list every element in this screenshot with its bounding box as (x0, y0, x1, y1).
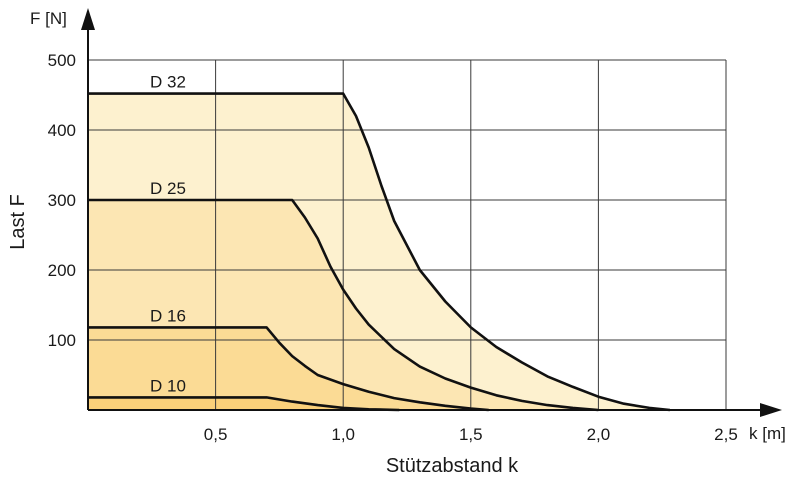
tick-labels: 0,5 1,0 1,5 2,0 2,5 100 200 300 400 500 (48, 51, 738, 444)
y-tick-label: 100 (48, 331, 76, 350)
y-tick-label: 400 (48, 121, 76, 140)
series-label-1: D 25 (150, 179, 186, 198)
x-tick-label: 2,5 (714, 425, 738, 444)
y-tick-label: 300 (48, 191, 76, 210)
series-label-0: D 32 (150, 73, 186, 92)
series-curve-2 (88, 326, 489, 412)
x-tick-label: 1,5 (459, 425, 483, 444)
x-unit-label: k [m] (749, 424, 786, 443)
grid-lines (88, 59, 727, 410)
series-area-2 (88, 327, 489, 410)
series-label-3: D 10 (150, 376, 186, 395)
x-tick-label: 1,0 (331, 425, 355, 444)
x-tick-label: 2,0 (587, 425, 611, 444)
x-tick-label: 0,5 (204, 425, 228, 444)
y-tick-label: 500 (48, 51, 76, 70)
series-labels: D 32 D 25 D 16 D 10 (150, 73, 186, 396)
axes (81, 8, 782, 417)
series-curve-1 (88, 198, 599, 412)
y-unit-label: F [N] (30, 9, 67, 28)
x-axis-title: Stützabstand k (386, 455, 519, 477)
series-label-2: D 16 (150, 306, 186, 325)
series-curve-0 (88, 92, 671, 412)
series-areas (88, 93, 670, 410)
y-tick-label: 200 (48, 261, 76, 280)
series-area-3 (88, 397, 400, 410)
y-axis-title: Last F (7, 194, 29, 250)
y-axis-arrow (81, 8, 95, 30)
x-axis-arrow (760, 403, 782, 417)
